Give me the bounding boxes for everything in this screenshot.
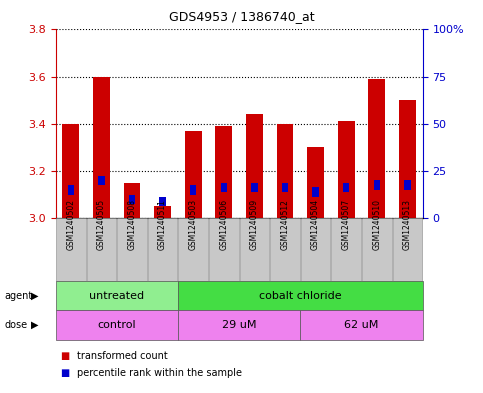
Text: GSM1240502: GSM1240502 [66,198,75,250]
Text: percentile rank within the sample: percentile rank within the sample [77,368,242,378]
Bar [129,195,135,204]
Bar [369,79,385,218]
Bar [373,180,380,190]
Text: GSM1240506: GSM1240506 [219,198,228,250]
Bar [98,176,105,185]
Text: 29 uM: 29 uM [222,320,256,330]
Bar [399,100,416,218]
Bar [338,121,355,218]
Bar [307,147,324,218]
Text: GSM1240503: GSM1240503 [189,198,198,250]
Bar [221,183,227,192]
Bar [159,197,166,206]
Text: cobalt chloride: cobalt chloride [259,291,341,301]
Bar [277,124,293,218]
Text: ▶: ▶ [31,291,39,301]
Text: control: control [98,320,136,330]
Bar [93,77,110,218]
Text: GSM1240505: GSM1240505 [97,198,106,250]
Text: GSM1240513: GSM1240513 [403,198,412,250]
Text: ■: ■ [60,351,70,361]
Bar [68,185,74,195]
Text: GSM1240507: GSM1240507 [341,198,351,250]
Text: GDS4953 / 1386740_at: GDS4953 / 1386740_at [169,10,314,23]
Bar [251,183,257,192]
Bar [215,126,232,218]
Bar [124,183,141,218]
Bar [185,131,201,218]
Text: GSM1240512: GSM1240512 [281,199,289,250]
Bar [343,183,349,192]
Text: GSM1240508: GSM1240508 [128,198,137,250]
Text: GSM1240509: GSM1240509 [250,198,259,250]
Text: GSM1240504: GSM1240504 [311,198,320,250]
Bar [313,187,319,197]
Text: GSM1240510: GSM1240510 [372,198,381,250]
Bar [246,114,263,218]
Text: ▶: ▶ [31,320,39,330]
Bar [62,124,79,218]
Text: transformed count: transformed count [77,351,168,361]
Text: ■: ■ [60,368,70,378]
Text: dose: dose [5,320,28,330]
Bar [154,206,171,218]
Text: agent: agent [5,291,33,301]
Bar [282,183,288,192]
Bar [190,185,197,195]
Text: 62 uM: 62 uM [344,320,379,330]
Text: GSM1240511: GSM1240511 [158,199,167,250]
Text: untreated: untreated [89,291,144,301]
Bar [404,180,411,190]
